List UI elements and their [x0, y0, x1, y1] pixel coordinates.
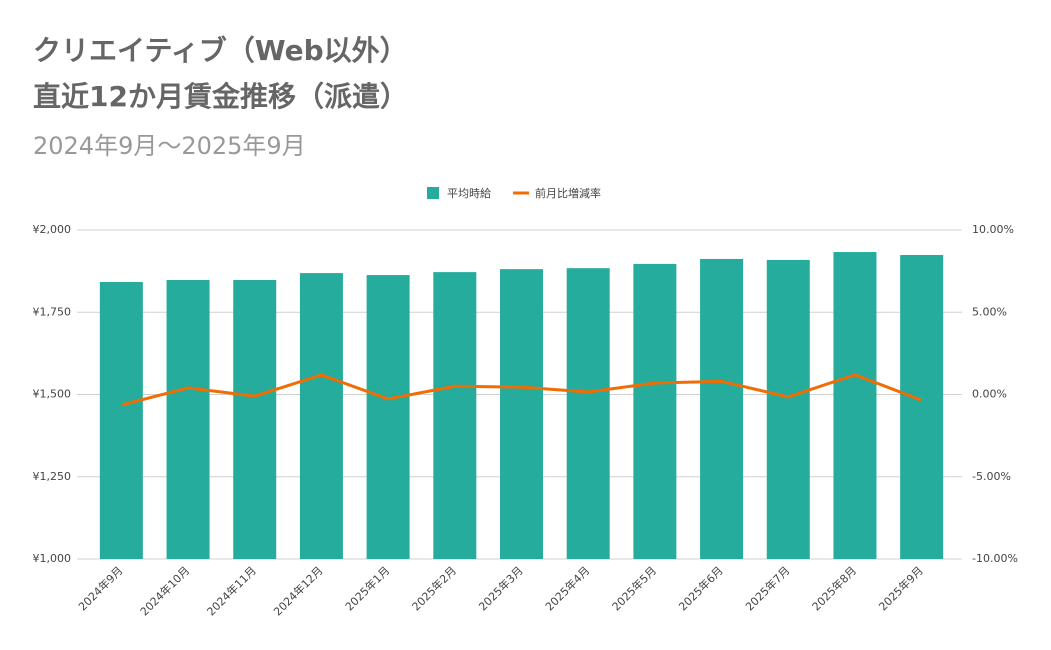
bar — [566, 268, 610, 559]
chart-title-line-1: クリエイティブ（Web以外） — [33, 34, 408, 67]
bar — [99, 281, 143, 559]
y-tick-label: ¥1,000 — [33, 552, 72, 565]
bar — [833, 252, 877, 559]
y2-tick-label: 10.00% — [972, 223, 1014, 236]
line — [120, 373, 923, 407]
bar — [299, 273, 343, 559]
chart-title-line-2: 直近12か月賃金推移（派遣） — [33, 80, 408, 113]
y-tick-label: ¥1,500 — [33, 388, 72, 401]
chart-subtitle: 2024年9月～2025年9月 — [33, 132, 306, 160]
y2-tick-label: 5.00% — [972, 305, 1007, 318]
legend-label: 平均時給 — [447, 186, 491, 200]
y2-tick-label: -5.00% — [972, 470, 1011, 483]
bar — [366, 275, 410, 559]
y2-tick-label: 0.00% — [972, 388, 1007, 401]
bar — [166, 280, 210, 559]
bar — [500, 269, 543, 559]
legend-label: 前月比増減率 — [535, 186, 601, 200]
y-tick-label: ¥2,000 — [33, 223, 72, 236]
bar — [633, 263, 677, 559]
y-tick-label: ¥1,750 — [33, 305, 72, 318]
y2-tick-label: -10.00% — [972, 552, 1018, 565]
bar — [766, 259, 810, 559]
bar — [233, 280, 277, 559]
bar — [700, 258, 744, 559]
legend-swatch — [427, 187, 439, 199]
bar — [900, 255, 944, 559]
bar — [433, 272, 477, 559]
y-tick-label: ¥1,250 — [33, 470, 72, 483]
